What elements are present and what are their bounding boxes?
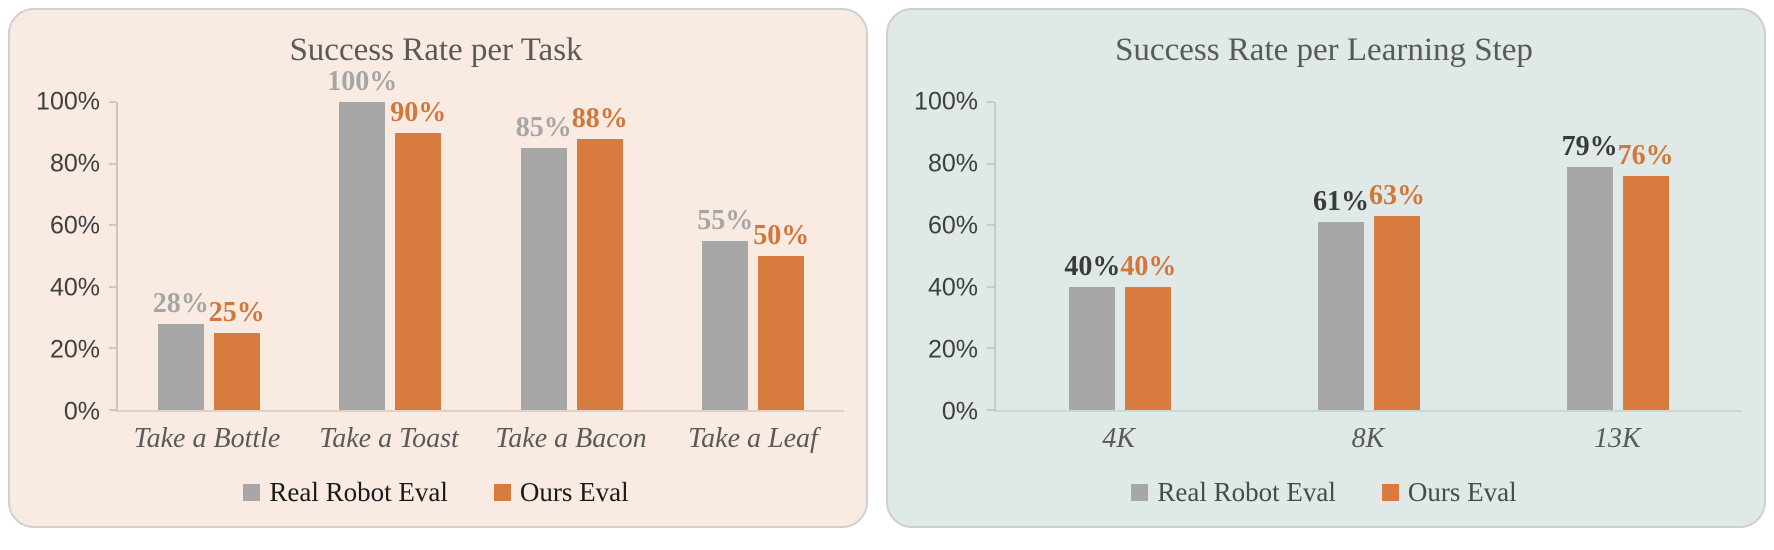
y-axis: 0% 20% 40% 60% 80% 100% (28, 89, 116, 424)
y-tick-label: 80% (49, 149, 100, 178)
legend: Real Robot Eval Ours Eval (28, 477, 844, 508)
y-tick-label: 60% (49, 211, 100, 240)
bar-real-robot-eval: 28% (153, 289, 209, 410)
bar-value-label: 76% (1617, 139, 1674, 171)
bar-real-robot-eval: 100% (327, 67, 397, 410)
bar-ours-eval: 63% (1369, 181, 1425, 410)
x-category-label: Take a Bottle (133, 422, 281, 454)
bar-value-label: 88% (571, 102, 628, 134)
bar-value-label: 100% (327, 65, 398, 97)
x-category-label: 4K (1102, 422, 1135, 454)
bar-group: 79% 76% (1493, 102, 1742, 410)
y-tick-label: 80% (927, 149, 978, 178)
legend-label: Real Robot Eval (1157, 476, 1336, 507)
chart-body: 0% 20% 40% 60% 80% 100% 28% 25% 100% 90% 85% 88% 55… (28, 67, 845, 424)
bar-value-label: 63% (1369, 179, 1425, 211)
y-tick-mark (109, 224, 116, 227)
y-tick-label: 0% (941, 397, 978, 426)
bar-group: 85% 88% (481, 102, 663, 410)
y-tick-label: 60% (927, 211, 978, 240)
y-tick-mark (987, 162, 994, 165)
y-tick-label: 0% (63, 397, 100, 426)
bar-ours-eval: 90% (390, 98, 446, 410)
y-tick-mark (109, 347, 116, 350)
y-tick-mark (987, 408, 994, 411)
chart-title: Success Rate per Learning Step (1115, 32, 1533, 68)
y-tick-label: 100% (914, 87, 978, 116)
x-axis-labels: 4K 8K 13K (994, 422, 1742, 455)
y-tick-mark (987, 347, 994, 350)
charts-row: Success Rate per Task 0% 20% 40% 60% 80% 100%… (8, 8, 1766, 528)
legend-swatch-icon (243, 483, 261, 501)
y-tick-mark (987, 100, 994, 103)
x-category-label: Take a Leaf (688, 422, 818, 454)
bar-value-label: 79% (1561, 130, 1618, 162)
x-category-label: Take a Bacon (495, 422, 647, 454)
legend-swatch-icon (1381, 483, 1399, 501)
legend-label: Real Robot Eval (269, 476, 448, 507)
bar-ours-eval: 40% (1120, 252, 1176, 410)
bar-value-label: 28% (152, 287, 209, 319)
x-category-label: 8K (1351, 422, 1385, 454)
bar-ours-eval: 76% (1618, 141, 1674, 410)
y-tick-mark (109, 285, 116, 288)
bar-value-label: 90% (390, 96, 447, 128)
bar-group: 100% 90% (300, 67, 482, 410)
bar-real-robot-eval: 55% (697, 206, 753, 410)
y-tick-mark (109, 162, 116, 165)
bar-value-label: 50% (753, 219, 810, 251)
chart-title: Success Rate per Task (289, 32, 583, 68)
bar-value-label: 40% (1064, 250, 1121, 282)
legend: Real Robot Eval Ours Eval (906, 477, 1742, 508)
y-tick-mark (987, 285, 994, 288)
y-tick-label: 40% (927, 273, 978, 302)
bar-ours-eval: 50% (753, 221, 809, 410)
y-tick-label: 20% (927, 335, 978, 364)
bar-ours-eval: 25% (209, 298, 265, 410)
plot-area: 28% 25% 100% 90% 85% 88% 55% 50% (109, 67, 845, 412)
y-tick-mark (987, 224, 994, 227)
legend-swatch-icon (493, 483, 511, 501)
plot-area: 40% 40% 61% 63% 79% 76% (987, 100, 1742, 412)
bar-value-label: 61% (1313, 186, 1369, 218)
chart-body: 0% 20% 40% 60% 80% 100% 40% 40% 61% 63% 79% 76% (906, 89, 1742, 424)
bar-real-robot-eval: 79% (1562, 132, 1618, 410)
y-tick-mark (109, 408, 116, 411)
y-axis: 0% 20% 40% 60% 80% 100% (906, 89, 994, 424)
x-category-label: 13K (1593, 422, 1641, 454)
legend-swatch-icon (1131, 483, 1149, 501)
legend-item: Real Robot Eval (1131, 476, 1336, 508)
panel-success-rate-per-task: Success Rate per Task 0% 20% 40% 60% 80% 100%… (8, 8, 868, 528)
legend-item: Ours Eval (1381, 476, 1517, 508)
bar-value-label: 25% (208, 296, 265, 328)
bar-real-robot-eval: 61% (1313, 188, 1369, 410)
x-category-label: Take a Toast (319, 422, 459, 454)
legend-label: Ours Eval (1407, 476, 1517, 507)
bar-group: 61% 63% (1245, 102, 1494, 410)
y-tick-label: 40% (49, 273, 100, 302)
x-axis-labels: Take a Bottle Take a Toast Take a Bacon Tak… (116, 422, 844, 455)
legend-item: Ours Eval (493, 476, 629, 508)
bar-real-robot-eval: 85% (516, 114, 572, 410)
panel-success-rate-per-learning-step: Success Rate per Learning Step 0% 20% 40% 6… (886, 8, 1766, 528)
y-tick-label: 20% (49, 335, 100, 364)
legend-label: Ours Eval (519, 476, 629, 507)
legend-item: Real Robot Eval (243, 476, 448, 508)
bar-real-robot-eval: 40% (1064, 252, 1120, 410)
bar-group: 40% 40% (996, 102, 1245, 410)
bar-value-label: 85% (515, 112, 572, 144)
bar-ours-eval: 88% (572, 104, 628, 410)
y-tick-label: 100% (36, 87, 100, 116)
bar-value-label: 40% (1120, 250, 1177, 282)
bar-group: 55% 50% (663, 102, 845, 410)
y-tick-mark (109, 100, 116, 103)
bar-value-label: 55% (697, 204, 754, 236)
bar-group: 28% 25% (118, 102, 300, 410)
